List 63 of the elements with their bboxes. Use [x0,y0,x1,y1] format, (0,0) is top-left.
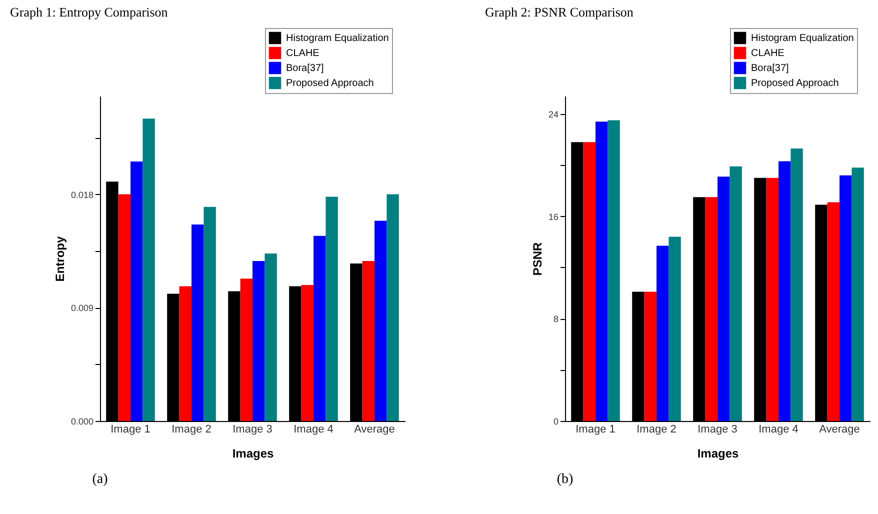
y-tick-label: 0 [553,416,558,426]
x-tick-label: Image 1 [576,424,616,436]
bar [852,168,864,421]
bar [142,118,155,421]
bar [644,292,656,421]
bar [766,178,778,421]
legend-label: Histogram Equalization [751,33,854,44]
x-tick-label: Image 3 [698,424,738,436]
legend-label: CLAHE [286,48,320,59]
bar [374,220,387,421]
bar [264,253,277,421]
bar [204,206,216,421]
bar [386,194,399,421]
chart-title: Graph 2: PSNR Comparison [485,4,634,20]
chart-title: Graph 1: Entropy Comparison [10,4,168,20]
y-tick-label: 24 [548,109,558,120]
bar [827,202,840,421]
bar [314,236,326,421]
y-tick-label: 8 [553,314,558,324]
legend-label: CLAHE [751,48,785,59]
bar [778,161,791,421]
x-tick-label: Average [819,424,860,436]
bar [301,284,314,421]
bar [705,197,718,421]
text: (b) [556,472,574,487]
legend-label: Bora[37] [751,63,790,74]
bar [840,175,852,421]
legend-label: Proposed Approach [751,78,839,89]
bar [130,162,143,421]
y-tick-label: 0.009 [70,303,94,314]
bar [192,224,204,421]
bar [252,261,265,421]
bar [179,286,192,421]
x-tick-label: Image 3 [232,424,272,436]
bar [583,142,596,421]
x-tick-label: Image 4 [294,424,334,436]
legend-label: Proposed Approach [286,78,374,89]
bar [608,120,620,421]
bar [118,194,130,421]
bar [362,261,374,421]
bar [668,236,681,421]
text: (a) [92,472,108,487]
x-axis-title: Images [232,446,274,460]
legend-label: Bora[37] [286,63,324,74]
x-axis-title: Images [697,446,739,460]
x-tick-label: Average [354,424,395,436]
x-tick-label: Image 2 [172,424,212,436]
bar [790,148,803,421]
legend-label: Histogram Equalization [286,33,389,44]
x-tick-label: Image 2 [636,424,676,436]
y-tick-label: 16 [548,212,558,222]
bar [656,246,669,421]
y-axis-title: Entropy [52,236,67,282]
y-axis-title: PSNR [530,242,544,276]
bar [718,176,730,421]
bar [326,196,338,421]
bar [730,166,742,421]
y-tick-label: 0.018 [70,190,94,200]
bar [240,278,252,421]
y-tick-label: 0.000 [70,416,94,426]
bar [596,122,608,421]
x-tick-label: Image 1 [110,424,150,436]
x-tick-label: Image 4 [758,424,798,436]
